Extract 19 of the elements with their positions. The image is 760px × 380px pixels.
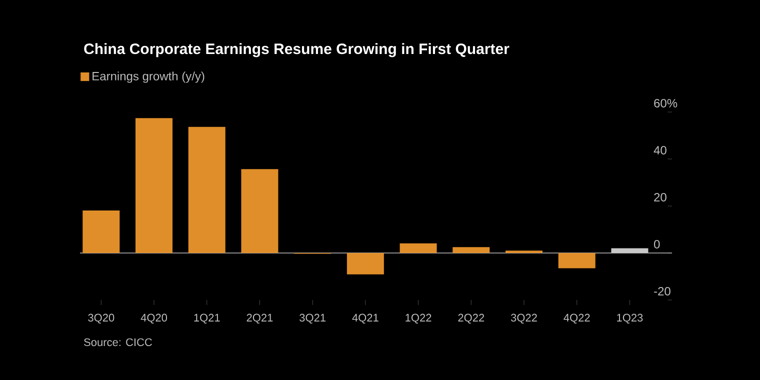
x-tick-label: 3Q20 [88,314,114,324]
x-tick-label: 1Q22 [406,314,432,324]
x-tick-label: 3Q21 [300,314,326,324]
x-tick-label: 4Q22 [564,314,590,324]
x-tick-label: 1Q21 [194,314,220,324]
x-tick-label: 4Q21 [352,314,378,324]
y-tick-label: 20 [654,192,666,202]
chart-title: China Corporate Earnings Resume Growing in First Quarter [84,43,510,58]
legend-label: Earnings growth (y/y) [92,72,204,83]
y-tick-label: 60% [654,98,678,108]
y-tick-label: 0 [654,240,660,248]
x-tick-label: 3Q22 [510,314,537,324]
x-tick-label: 2Q21 [246,314,273,324]
x-tick-label: 4Q20 [140,314,168,324]
x-tick-label: 2Q22 [458,314,484,324]
y-tick-label: -20 [654,286,670,296]
y-tick-label: 40 [654,146,666,154]
source-note: Source: CICC [84,338,152,346]
x-tick-label: 1Q23 [617,314,643,324]
